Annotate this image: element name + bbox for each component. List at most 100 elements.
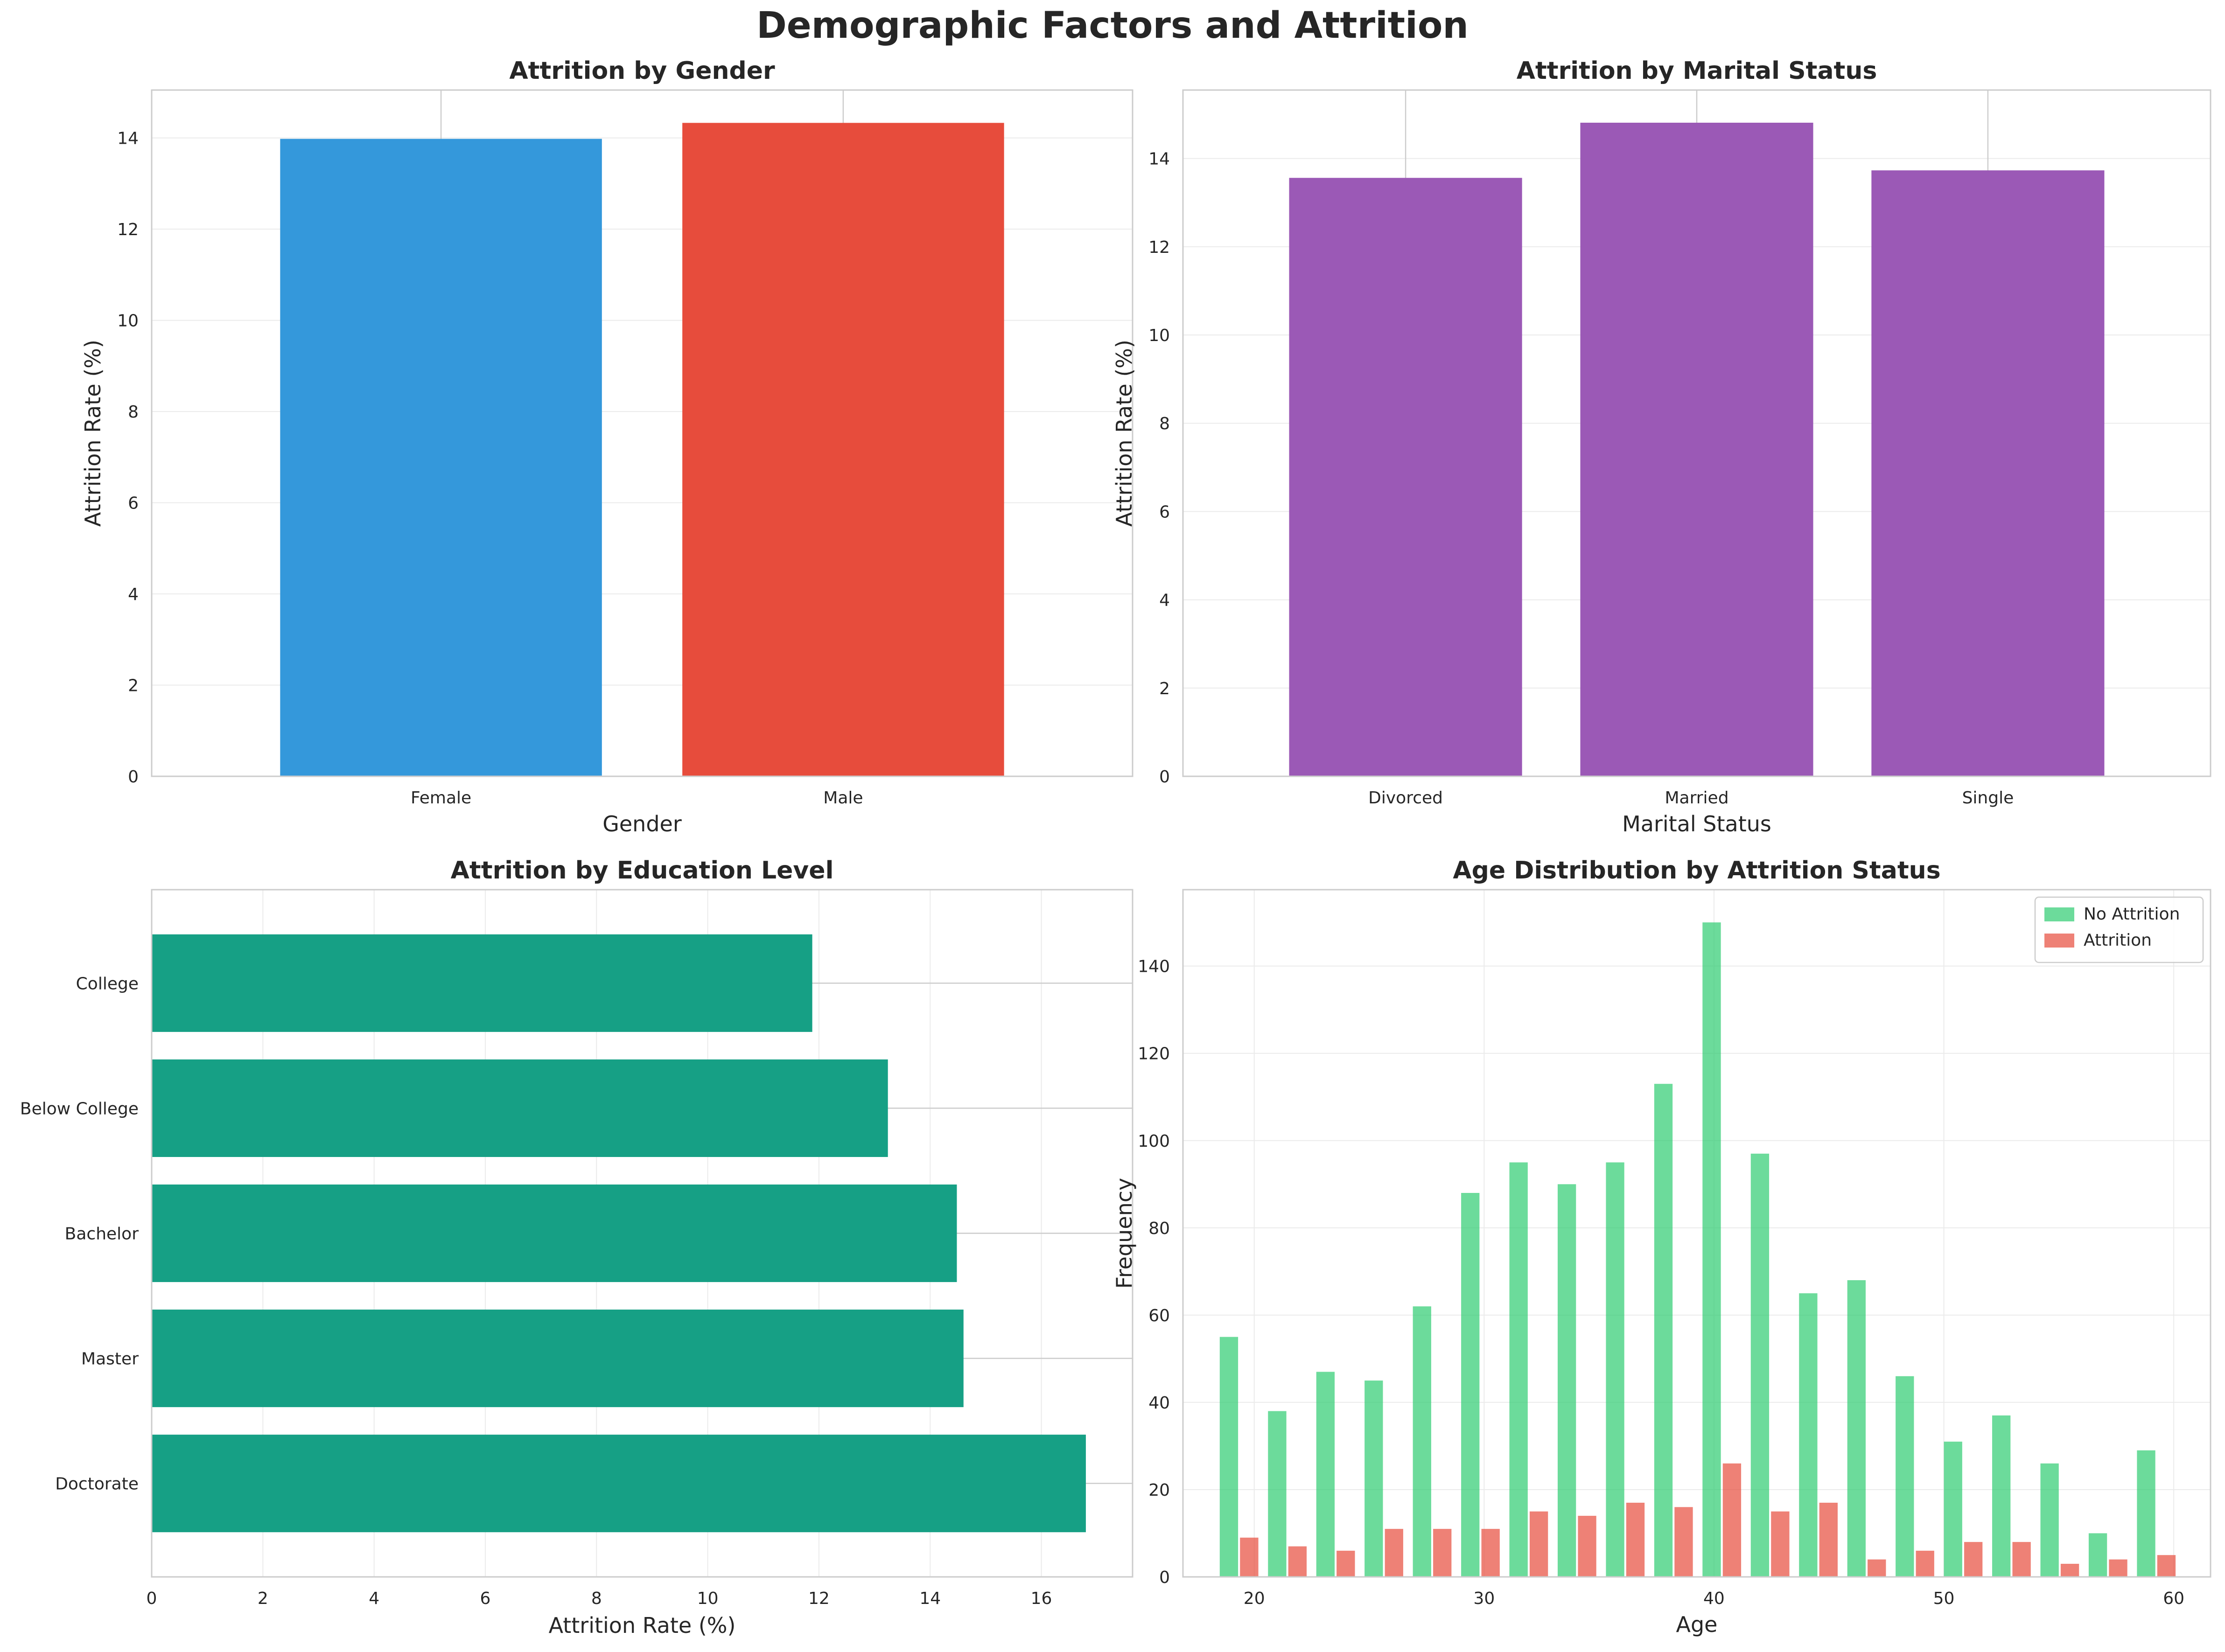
- education-ytick-label: College: [76, 974, 139, 993]
- education-bar-college: [152, 934, 812, 1032]
- age-xtick-label: 30: [1473, 1589, 1495, 1608]
- marital-ylabel: Attrition Rate (%): [1112, 340, 1137, 527]
- marital-ytick-label: 12: [1148, 238, 1170, 257]
- education-ytick-label: Master: [81, 1350, 139, 1369]
- age-bar-attrition: [2012, 1542, 2031, 1577]
- age-ytick-label: 120: [1138, 1045, 1170, 1064]
- age-bar-attrition: [1674, 1507, 1693, 1577]
- gender-ytick-label: 14: [117, 129, 139, 148]
- marital-frame: [1182, 89, 2211, 777]
- education-bar-doctorate: [152, 1435, 1086, 1533]
- age-xtick-label: 40: [1703, 1589, 1725, 1608]
- education-frame: [151, 889, 1133, 1578]
- education-xtick-label: 8: [591, 1589, 602, 1608]
- gender-xtick-label: Female: [411, 788, 471, 808]
- education-xtick-label: 10: [697, 1589, 719, 1608]
- gender-ytick-label: 0: [128, 767, 139, 787]
- age-bar-no-attrition: [1219, 1337, 1238, 1577]
- age-bar-attrition: [1336, 1550, 1355, 1577]
- education-xtick-label: 2: [258, 1589, 268, 1608]
- marital-bar-married: [1580, 123, 1813, 776]
- age-ytick-label: 20: [1148, 1481, 1170, 1500]
- age-bar-attrition: [1578, 1516, 1596, 1577]
- marital-xtick-label: Single: [1962, 788, 2014, 808]
- gender-ylabel: Attrition Rate (%): [80, 340, 105, 527]
- marital-xtick-label: Married: [1665, 788, 1728, 808]
- age-bar-attrition: [1964, 1542, 1983, 1577]
- age-bar-attrition: [1819, 1503, 1838, 1577]
- age-bar-attrition: [1916, 1550, 1934, 1577]
- age-legend-swatch: [2044, 907, 2074, 921]
- education-bar-bachelor: [152, 1184, 957, 1283]
- age-bar-no-attrition: [1799, 1293, 1818, 1577]
- age-bar-no-attrition: [1461, 1192, 1480, 1577]
- age-bar-no-attrition: [1750, 1153, 1770, 1577]
- age-bar-attrition: [1771, 1511, 1790, 1577]
- age-bar-no-attrition: [2088, 1533, 2107, 1577]
- gender-ytick-label: 2: [128, 676, 139, 696]
- gender-bar-female: [280, 139, 602, 776]
- gender-frame: [151, 89, 1133, 777]
- gender-bar-male: [682, 123, 1004, 776]
- age-title: Age Distribution by Attrition Status: [1453, 857, 1940, 885]
- marital-ytick-label: 0: [1159, 767, 1170, 787]
- marital-ytick-label: 14: [1148, 150, 1170, 169]
- age-bar-no-attrition: [1702, 922, 1721, 1577]
- gender-ytick-label: 6: [128, 494, 139, 513]
- marital-ytick-label: 8: [1159, 414, 1170, 433]
- age-bar-no-attrition: [1509, 1162, 1528, 1577]
- age-bar-no-attrition: [2040, 1463, 2059, 1577]
- education-bar-master: [152, 1310, 964, 1408]
- age-bar-no-attrition: [1992, 1415, 2011, 1577]
- age-legend: No Attrition Attrition: [2034, 896, 2204, 963]
- age-bar-no-attrition: [2137, 1450, 2155, 1577]
- age-legend-swatch: [2044, 934, 2074, 948]
- age-frame: [1182, 889, 2211, 1578]
- marital-ytick-label: 10: [1148, 326, 1170, 345]
- education-ytick-label: Below College: [20, 1099, 139, 1118]
- education-ytick-label: Bachelor: [65, 1225, 139, 1244]
- age-ylabel: Frequency: [1112, 1178, 1137, 1289]
- gender-title: Attrition by Gender: [509, 57, 775, 85]
- education-xtick-label: 16: [1031, 1589, 1052, 1608]
- education-ytick-label: Doctorate: [55, 1475, 139, 1494]
- education-xtick-label: 6: [480, 1589, 491, 1608]
- age-bar-no-attrition: [1316, 1372, 1335, 1577]
- gender-ytick-label: 4: [128, 585, 139, 604]
- gender-ytick-label: 10: [117, 312, 139, 331]
- age-bar-attrition: [1481, 1529, 1500, 1577]
- age-xlabel: Age: [1676, 1612, 1718, 1637]
- age-ytick-label: 0: [1159, 1568, 1170, 1587]
- education-title: Attrition by Education Level: [451, 857, 834, 885]
- education-xtick-label: 0: [147, 1589, 157, 1608]
- age-xtick-label: 20: [1244, 1589, 1265, 1608]
- age-bar-no-attrition: [1557, 1184, 1576, 1577]
- education-xtick-label: 4: [369, 1589, 379, 1608]
- age-bar-attrition: [1868, 1559, 1886, 1577]
- age-bar-no-attrition: [1413, 1306, 1431, 1577]
- education-xlabel: Attrition Rate (%): [549, 1613, 736, 1638]
- marital-bar-single: [1871, 170, 2105, 777]
- marital-ytick-label: 6: [1159, 502, 1170, 522]
- age-bar-attrition: [1722, 1463, 1742, 1577]
- age-bar-no-attrition: [1654, 1084, 1673, 1577]
- gender-xlabel: Gender: [602, 811, 682, 836]
- marital-title: Attrition by Marital Status: [1517, 57, 1877, 85]
- age-xtick-label: 60: [2163, 1589, 2184, 1608]
- age-bar-no-attrition: [1896, 1376, 1914, 1577]
- marital-xlabel: Marital Status: [1622, 811, 1771, 836]
- age-bar-no-attrition: [1847, 1280, 1866, 1577]
- age-ytick-label: 140: [1138, 957, 1170, 976]
- gender-ytick-label: 8: [128, 403, 139, 422]
- age-ytick-label: 80: [1148, 1219, 1170, 1238]
- age-legend-label: Attrition: [2084, 931, 2152, 950]
- figure-title: Demographic Factors and Attrition: [756, 5, 1469, 47]
- marital-xtick-label: Divorced: [1368, 788, 1443, 808]
- education-xtick-label: 14: [919, 1589, 941, 1608]
- education-xtick-label: 12: [808, 1589, 830, 1608]
- age-ytick-label: 40: [1148, 1394, 1170, 1413]
- age-ytick-label: 100: [1138, 1132, 1170, 1151]
- age-bar-no-attrition: [1364, 1380, 1383, 1577]
